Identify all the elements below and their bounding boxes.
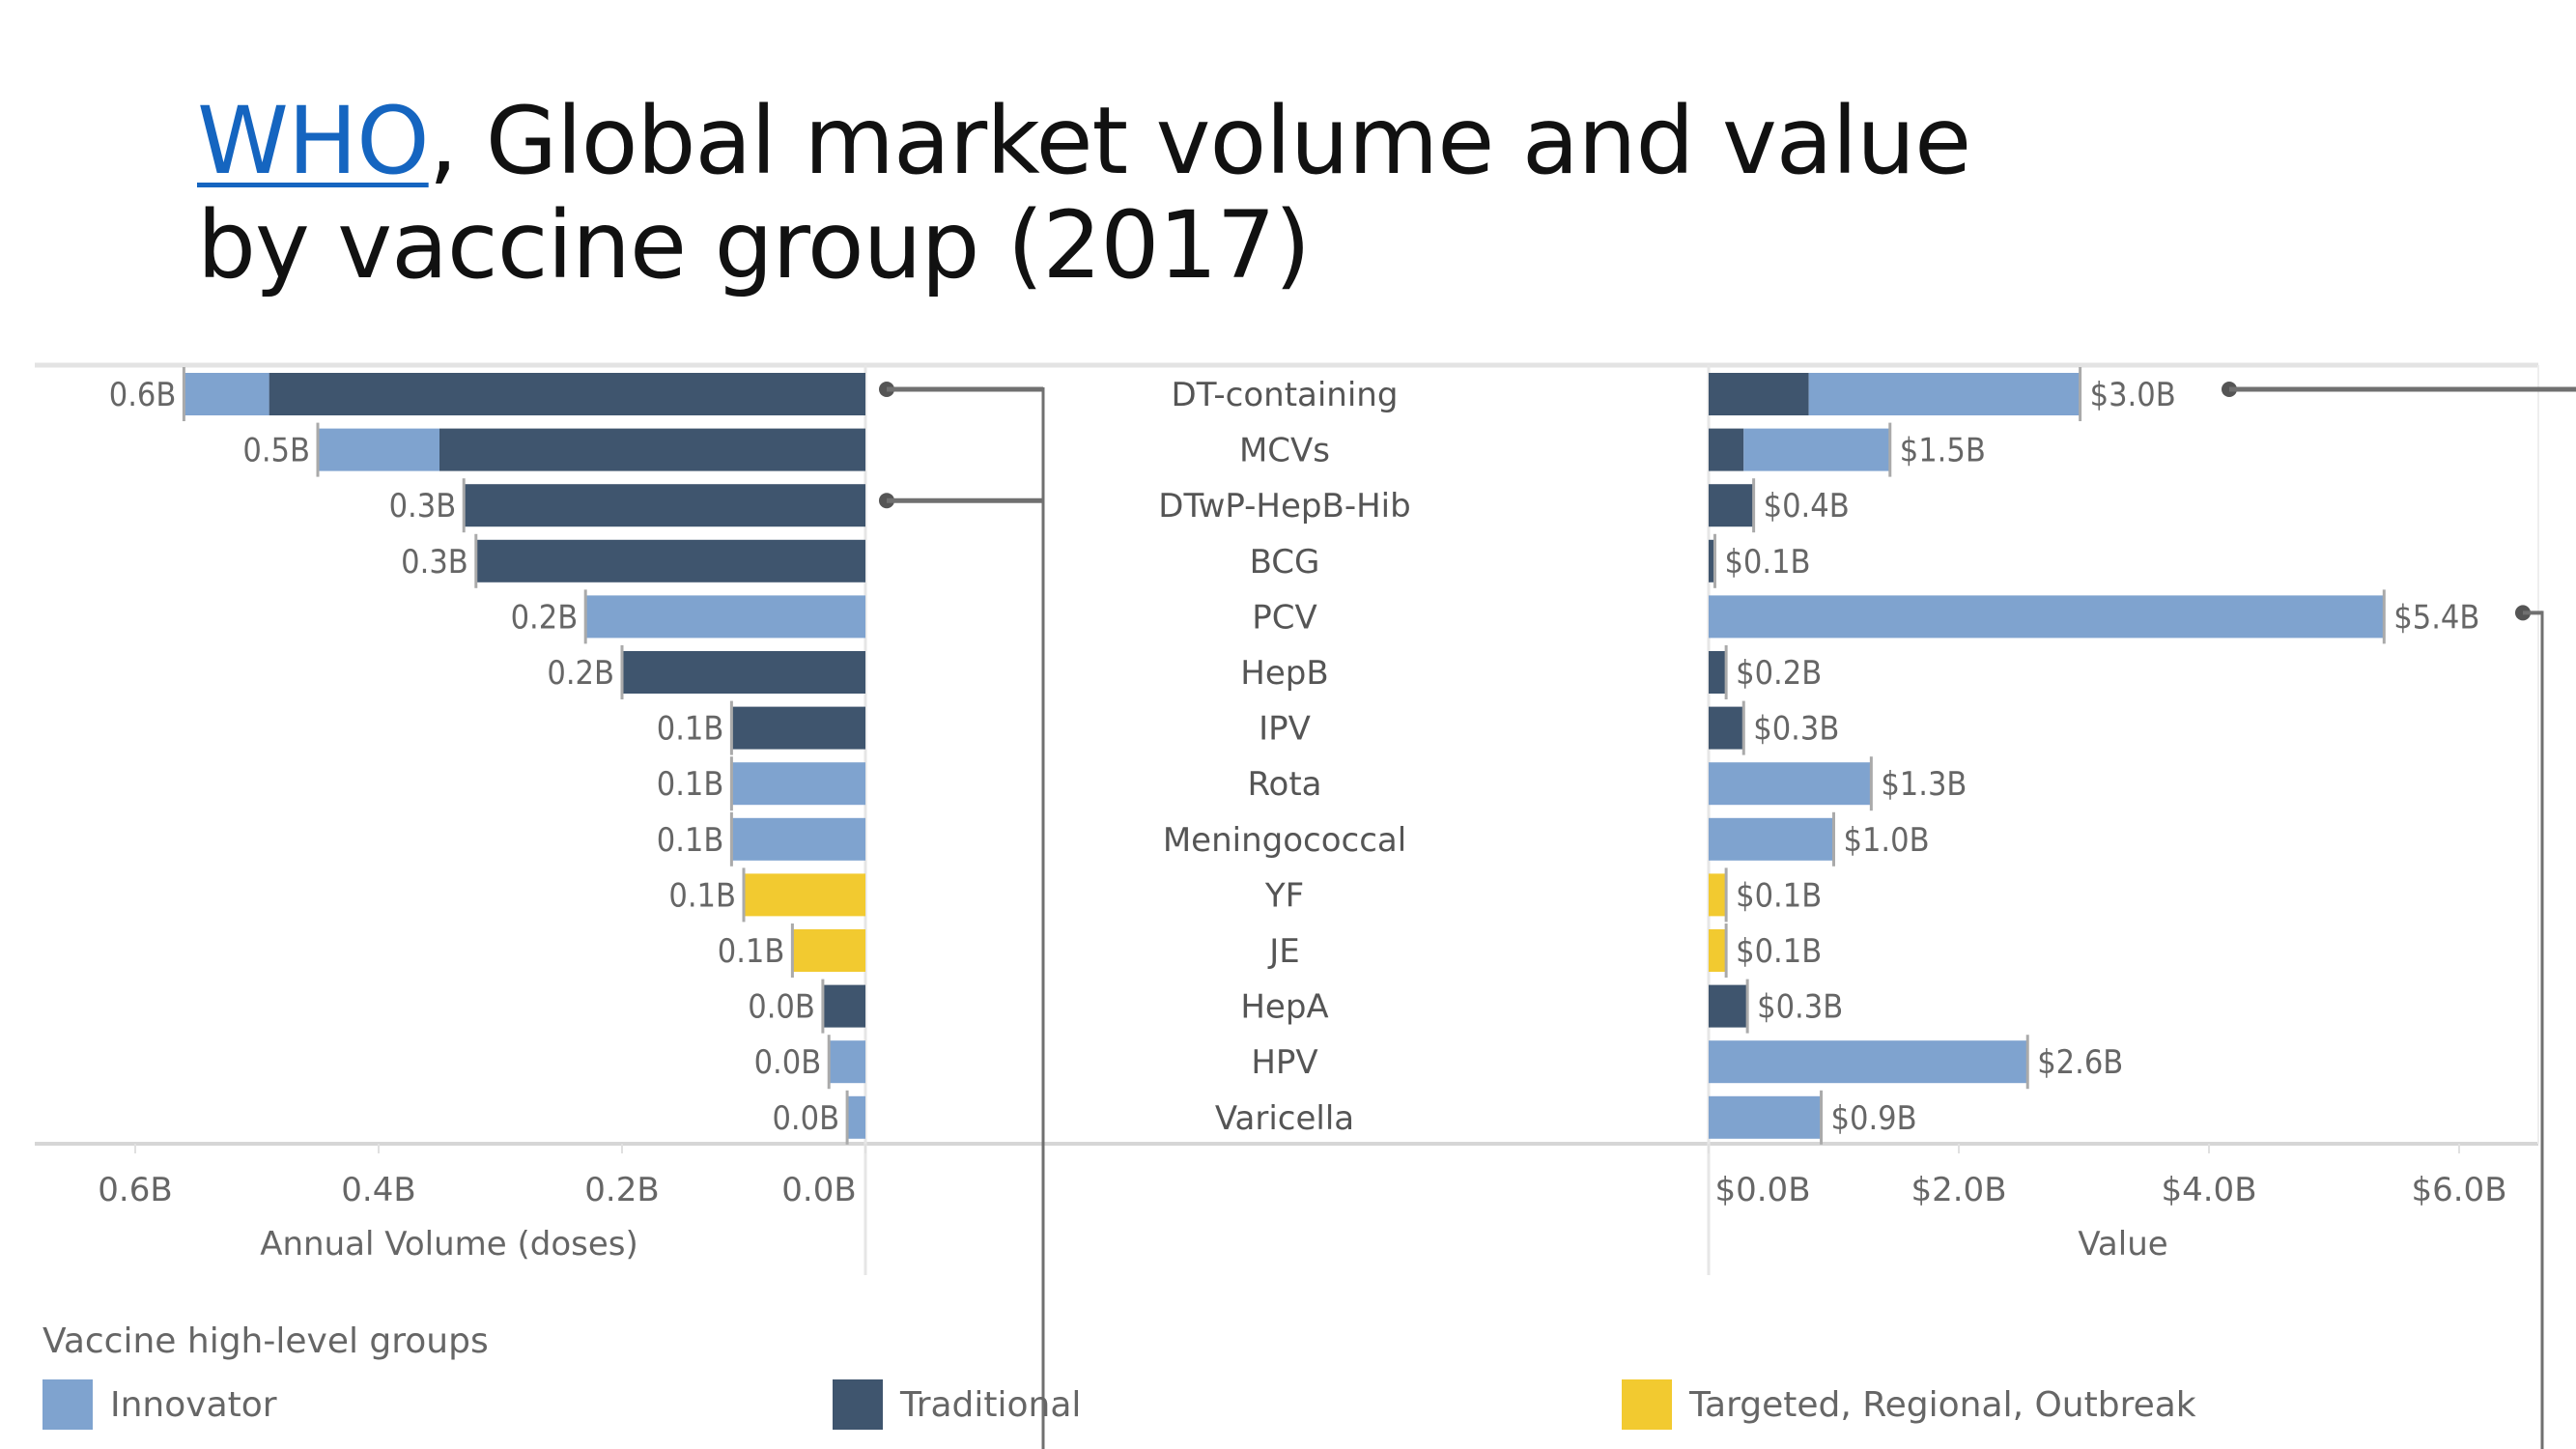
legend-label-targeted: Targeted, Regional, Outbreak — [1689, 1384, 2196, 1425]
value-bar-traditional — [1709, 539, 1715, 582]
volume-bar-innovator — [318, 428, 439, 471]
value-tick-label: $4.0B — [2161, 1171, 2256, 1209]
value-bar-innovator — [1808, 373, 2081, 415]
value-data-label: $1.3B — [1881, 765, 1967, 804]
legend-item-traditional[interactable]: Traditional — [833, 1379, 1081, 1430]
volume-data-label: 0.1B — [718, 932, 785, 971]
value-bar-traditional — [1709, 373, 1809, 415]
volume-bar-innovator — [847, 1095, 865, 1139]
volume-data-label: 0.1B — [657, 821, 724, 860]
volume-bar-innovator — [731, 762, 865, 806]
value-data-label: $0.9B — [1831, 1099, 1917, 1138]
volume-data-label: 0.0B — [748, 988, 815, 1027]
value-data-label: $0.3B — [1753, 710, 1839, 749]
legend-swatch-innovator — [42, 1379, 93, 1430]
value-data-label: $5.4B — [2393, 598, 2479, 637]
volume-data-label: 0.2B — [547, 654, 614, 693]
value-bar-traditional — [1709, 984, 1748, 1028]
value-data-label: $0.3B — [1757, 988, 1843, 1027]
volume-axis-title: Annual Volume (doses) — [260, 1225, 638, 1264]
value-bar-targeted — [1709, 873, 1727, 917]
value-tick-label: $6.0B — [2411, 1171, 2506, 1209]
value-bar-innovator — [1709, 762, 1872, 806]
category-label: HepA — [1240, 988, 1328, 1027]
value-bar-innovator — [1709, 1040, 2028, 1084]
value-axis-title: Value — [2078, 1225, 2167, 1264]
volume-tick-label: 0.4B — [341, 1171, 415, 1209]
volume-bar-traditional — [269, 373, 866, 415]
legend-swatch-traditional — [833, 1379, 883, 1430]
volume-tick-label: 0.6B — [98, 1171, 172, 1209]
volume-bar-targeted — [792, 929, 865, 972]
volume-bar-traditional — [464, 484, 865, 527]
value-bar-innovator — [1709, 1095, 1822, 1139]
volume-data-label: 0.3B — [389, 487, 457, 526]
value-bar-traditional — [1709, 706, 1744, 750]
category-label: DT-containing — [1172, 376, 1399, 414]
volume-bar-traditional — [622, 651, 865, 694]
volume-data-label: 0.5B — [242, 432, 310, 470]
value-data-label: $0.4B — [1764, 487, 1850, 526]
volume-bar-traditional — [822, 984, 865, 1028]
value-bar-traditional — [1709, 428, 1744, 471]
volume-data-label: 0.6B — [109, 376, 177, 414]
value-tick-label: $2.0B — [1911, 1171, 2006, 1209]
value-bar-traditional — [1709, 484, 1754, 527]
volume-bar-innovator — [731, 817, 865, 861]
value-data-label: $1.0B — [1844, 821, 1930, 860]
category-label: JE — [1267, 932, 1300, 971]
volume-data-label: 0.2B — [511, 598, 579, 637]
legend-label-traditional: Traditional — [900, 1384, 1082, 1425]
category-label: YF — [1264, 876, 1304, 915]
category-label: HepB — [1240, 654, 1328, 693]
volume-bar-traditional — [439, 428, 865, 471]
legend-item-innovator[interactable]: Innovator — [42, 1379, 277, 1430]
category-label: BCG — [1250, 543, 1320, 582]
category-label: Rota — [1247, 765, 1321, 804]
title-line2: by vaccine group (2017) — [197, 191, 1311, 299]
category-label: Varicella — [1215, 1099, 1354, 1138]
volume-data-label: 0.0B — [754, 1043, 822, 1082]
volume-bar-innovator — [184, 373, 269, 415]
value-data-label: $3.0B — [2090, 376, 2176, 414]
value-bar-innovator — [1709, 817, 1834, 861]
volume-data-label: 0.1B — [657, 765, 724, 804]
volume-bar-traditional — [475, 539, 865, 582]
value-data-label: $0.2B — [1736, 654, 1822, 693]
volume-tick-label: 0.0B — [781, 1171, 856, 1209]
volume-data-label: 0.3B — [401, 543, 468, 582]
value-bar-innovator — [1709, 595, 2385, 639]
volume-data-label: 0.0B — [772, 1099, 839, 1138]
legend-label-innovator: Innovator — [110, 1384, 277, 1425]
value-data-label: $1.5B — [1900, 432, 1986, 470]
value-bar-traditional — [1709, 651, 1727, 694]
legend-item-targeted[interactable]: Targeted, Regional, Outbreak — [1622, 1379, 2196, 1430]
value-bar-innovator — [1743, 428, 1890, 471]
category-label: MCVs — [1239, 432, 1330, 470]
category-label: Meningococcal — [1163, 821, 1406, 860]
who-link[interactable]: WHO — [197, 87, 430, 195]
volume-bar-innovator — [585, 595, 865, 639]
volume-data-label: 0.1B — [657, 710, 724, 749]
value-data-label: $2.6B — [2037, 1043, 2123, 1082]
volume-bar-traditional — [731, 706, 865, 750]
volume-bar-innovator — [829, 1040, 865, 1084]
page-title: WHO, Global market volume and value by v… — [197, 87, 1971, 299]
value-data-label: $0.1B — [1736, 932, 1822, 971]
legend-title: Vaccine high-level groups — [42, 1321, 489, 1361]
volume-tick-label: 0.2B — [584, 1171, 659, 1209]
value-bar-targeted — [1709, 929, 1727, 972]
value-data-label: $0.1B — [1736, 876, 1822, 915]
title-line1: , Global market volume and value — [428, 87, 1971, 195]
value-data-label: $0.1B — [1724, 543, 1810, 582]
legend-swatch-targeted — [1622, 1379, 1672, 1430]
volume-bar-targeted — [744, 873, 865, 917]
category-label: HPV — [1251, 1043, 1317, 1082]
category-label: PCV — [1252, 598, 1317, 637]
category-label: IPV — [1259, 710, 1311, 749]
volume-data-label: 0.1B — [668, 876, 736, 915]
value-tick-label: $0.0B — [1714, 1171, 1810, 1209]
category-label: DTwP-HepB-Hib — [1158, 487, 1410, 526]
